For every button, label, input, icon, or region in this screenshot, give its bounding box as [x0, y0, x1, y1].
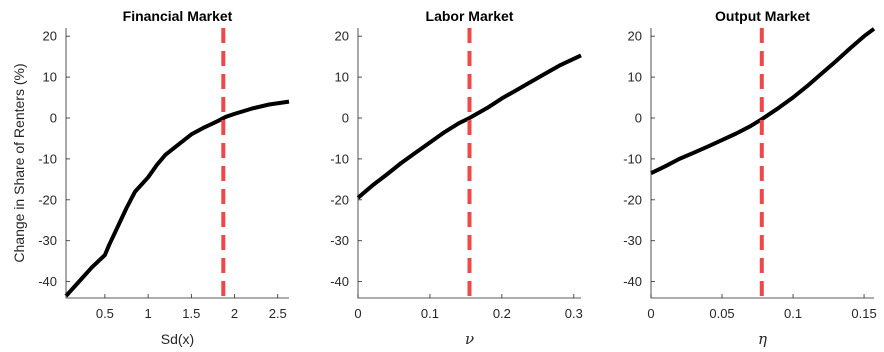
y-tick-label: 0	[50, 111, 57, 126]
y-tick-label: 20	[335, 29, 349, 44]
y-tick-label: -40	[38, 274, 57, 289]
panel-title: Output Market	[715, 8, 810, 24]
series-line	[64, 99, 290, 298]
y-tick-label: 10	[628, 70, 642, 85]
y-tick-label: 20	[628, 29, 642, 44]
y-tick-label: -30	[623, 233, 642, 248]
x-tick-label: 0.05	[709, 306, 734, 321]
y-tick-label: -10	[330, 151, 349, 166]
x-tick-label: 0	[647, 306, 654, 321]
y-tick-label: 10	[335, 70, 349, 85]
x-axis-label: Sd(x)	[161, 331, 194, 347]
y-tick-label: -20	[623, 192, 642, 207]
y-tick-label: -20	[330, 192, 349, 207]
x-axis-label: ν	[465, 330, 474, 348]
x-tick-label: 0.2	[493, 306, 511, 321]
x-axis-label: η	[758, 330, 767, 348]
x-tick-label: 0.1	[421, 306, 439, 321]
x-tick-label: 1	[144, 306, 151, 321]
panel-2: -40 -30 -20 -10 0 10 20 0 0.1 0.2 0.3 Labor Market ν	[330, 8, 583, 348]
y-tick-label: 20	[43, 29, 57, 44]
panel-title: Financial Market	[123, 8, 233, 24]
y-tick-label: 0	[635, 111, 642, 126]
y-tick-label: -40	[623, 274, 642, 289]
x-tick-label: 0.5	[96, 306, 114, 321]
panel-3: -40 -30 -20 -10 0 10 20 0 0.05 0.1 0.15 Output Mark…	[623, 8, 877, 348]
axes-frame	[650, 28, 874, 299]
x-tick-label: 0.3	[565, 306, 583, 321]
y-tick-label: -10	[38, 151, 57, 166]
x-tick-label: 0.15	[851, 306, 876, 321]
axes-frame	[357, 28, 581, 299]
y-tick-label: -40	[330, 274, 349, 289]
y-tick-label: -30	[38, 233, 57, 248]
y-tick-label: 10	[43, 70, 57, 85]
series-line	[650, 27, 876, 175]
x-tick-label: 0.1	[784, 306, 802, 321]
series-line	[356, 53, 582, 200]
x-tick-label: 0	[354, 306, 361, 321]
x-tick-label: 2	[231, 306, 238, 321]
x-tick-label: 2.5	[269, 306, 287, 321]
panel-1: -40 -30 -20 -10 0 10 20 0.5 1 1.5 2 2.5 Financial Ma…	[11, 8, 290, 347]
y-tick-label: 0	[342, 111, 349, 126]
panel-title: Labor Market	[426, 8, 514, 24]
y-axis-label: Change in Share of Renters (%)	[11, 63, 27, 262]
x-tick-label: 1.5	[182, 306, 200, 321]
y-tick-label: -10	[623, 151, 642, 166]
y-tick-label: -20	[38, 192, 57, 207]
y-tick-label: -30	[330, 233, 349, 248]
